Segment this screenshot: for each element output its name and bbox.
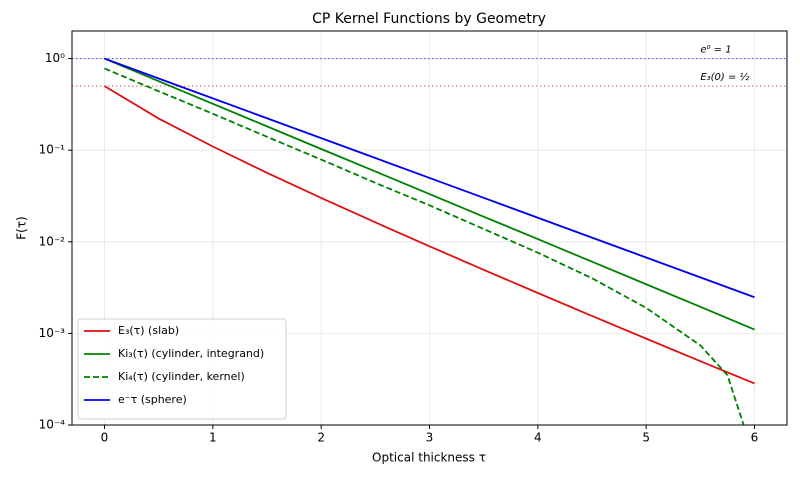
y-tick-label: 10⁻¹ — [39, 143, 66, 157]
x-tick-label: 2 — [317, 431, 325, 445]
x-tick-label: 1 — [209, 431, 217, 445]
y-tick-label: 10⁻³ — [39, 326, 66, 340]
x-tick-label: 6 — [751, 431, 759, 445]
plot-area — [72, 57, 787, 425]
series-line — [104, 85, 755, 385]
legend-label: Ki₄(τ) (cylinder, kernel) — [118, 370, 245, 383]
y-tick-label: 10⁻² — [39, 234, 66, 248]
x-tick-label: 0 — [101, 431, 109, 445]
series-line — [104, 57, 755, 299]
y-axis-label: F(τ) — [15, 216, 29, 240]
legend: E₃(τ) (slab) Ki₃(τ) (cylinder, integrand)… — [77, 318, 287, 420]
legend-label: E₃(τ) (slab) — [118, 324, 179, 337]
x-tick-label: 3 — [426, 431, 434, 445]
series-line — [104, 67, 745, 425]
y-tick-label: 10⁻⁴ — [39, 418, 66, 432]
x-tick-label: 5 — [642, 431, 650, 445]
chart-title: CP Kernel Functions by Geometry — [312, 11, 546, 27]
x-tick-label: 4 — [534, 431, 542, 445]
y-tick-label: 10⁰ — [45, 51, 65, 65]
reference-label: E₃(0) = ½ — [700, 71, 749, 83]
legend-box — [77, 318, 287, 420]
reference-label: e⁰ = 1 — [700, 45, 731, 56]
series-line — [104, 57, 755, 331]
legend-label: e⁻τ (sphere) — [118, 393, 187, 406]
legend-label: Ki₃(τ) (cylinder, integrand) — [118, 347, 264, 360]
x-axis-label: Optical thickness τ — [372, 451, 486, 465]
